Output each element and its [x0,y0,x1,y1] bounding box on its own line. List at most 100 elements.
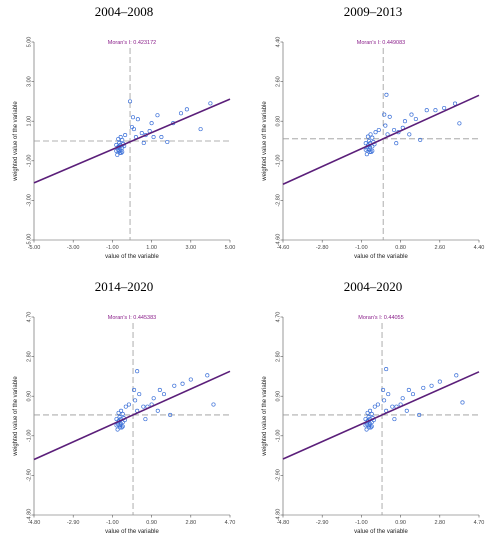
data-point [129,125,135,130]
y-tick-label: -1.00 [275,430,281,443]
regression-line [33,370,231,461]
data-point [141,404,146,409]
data-point [424,108,429,113]
panel-4: 2004–2020 -4.80 -2.90 -1.00 0.90 2.80 4.70 4.7… [249,275,497,550]
x-tick-label: -5.00 [28,245,41,251]
y-tick-label: -2.80 [275,194,281,207]
data-point [184,107,189,112]
x-tick-label: 0.90 [146,520,157,526]
data-point [381,387,386,392]
data-point [386,392,391,397]
data-point [120,411,125,416]
y-axis-label: weighted value of the variable [262,376,268,457]
data-point [139,131,144,136]
x-tick-label: 3.00 [185,245,196,251]
x-tick-label: -1.00 [355,245,368,251]
y-tick-label: 4.70 [275,312,281,323]
data-point [135,369,140,374]
data-point [366,138,372,144]
data-point [205,373,210,378]
y-tick-label: 3.00 [26,76,32,87]
y-tick-label: 2.60 [275,76,281,87]
x-tick-label: -2.90 [67,520,80,526]
chart-title: 2004–2008 [94,4,154,19]
scatter-plot: -4.80 -2.90 -1.00 0.90 2.80 4.70 4.70 2.80 0.90 -… [262,312,485,535]
data-point [368,408,373,413]
data-point [178,111,184,116]
data-point [137,392,142,397]
panel-1: 2004–2008 -5.00 -3.00 -1.00 1.00 3.00 5.00 5.0… [0,0,248,275]
data-point [155,408,160,413]
y-tick-label: 4.40 [275,37,281,48]
x-tick-label: 0.80 [395,245,406,251]
data-point [368,425,373,430]
data-point [367,425,372,430]
x-axis-label: value of the variable [354,529,408,535]
data-point [429,383,434,388]
panel-2: 2009–2013 -4.60 -2.80 -1.00 0.80 2.60 4.40 4.4… [249,0,497,275]
data-point [369,149,374,155]
data-point [364,152,369,157]
x-axis-label: value of the variable [105,529,159,535]
data-point [454,373,459,378]
x-tick-label: -1.00 [355,520,368,526]
data-point [155,113,160,118]
data-point [363,141,368,146]
x-tick-label: -2.80 [316,245,329,251]
data-point [131,127,137,132]
data-point [114,417,119,422]
data-point [369,411,374,416]
data-point [208,101,213,106]
data-point [159,134,164,140]
data-point [406,387,411,392]
data-point [149,121,154,126]
data-point [384,367,389,372]
y-tick-label: -1.00 [26,430,32,443]
data-point [400,396,405,401]
chart-title: 2004–2020 [343,279,403,294]
data-point [383,123,388,128]
x-axis-label: value of the variable [105,254,159,260]
data-point [151,134,156,140]
data-point [452,101,458,106]
data-point [133,398,138,403]
data-point [120,420,125,425]
x-tick-label: -4.80 [277,520,290,526]
y-axis-label: weighted value of the variable [262,101,268,182]
x-tick-label: -3.00 [67,245,80,251]
data-point [394,141,399,146]
x-tick-label: -1.00 [106,245,119,251]
data-point [392,417,397,422]
y-axis-label: weighted value of the variable [13,101,19,182]
y-tick-label: 0.90 [275,391,281,402]
data-point [367,149,372,155]
data-point [119,150,124,155]
data-point [392,127,397,133]
y-tick-label: -4.80 [275,509,281,522]
x-tick-label: -4.80 [28,520,41,526]
data-point [165,139,170,145]
data-point [188,377,193,382]
data-point [369,420,374,425]
x-tick-label: 4.70 [474,520,485,526]
data-point [116,410,121,415]
x-tick-label: 2.60 [434,245,445,251]
y-tick-label: 4.70 [26,312,32,323]
data-point [433,108,438,113]
data-point [123,404,128,409]
data-point [126,402,131,407]
data-point [120,424,125,429]
data-point [384,92,389,97]
y-tick-label: -1.00 [26,155,32,168]
regression-line [282,94,480,185]
data-point [151,396,156,401]
scatter-plot: -4.60 -2.80 -1.00 0.80 2.60 4.40 4.40 2.60 0.80 -… [262,37,484,260]
y-tick-label: -2.90 [275,469,281,482]
y-tick-label: -4.60 [275,234,281,247]
data-point [119,425,124,430]
panel-3: 2014–2020 -4.80 -2.90 -1.00 0.90 2.80 4.70 4.7… [0,275,248,550]
data-point [373,130,378,135]
data-point [363,417,368,422]
data-point [123,133,128,138]
y-tick-label: 1.00 [26,116,32,127]
